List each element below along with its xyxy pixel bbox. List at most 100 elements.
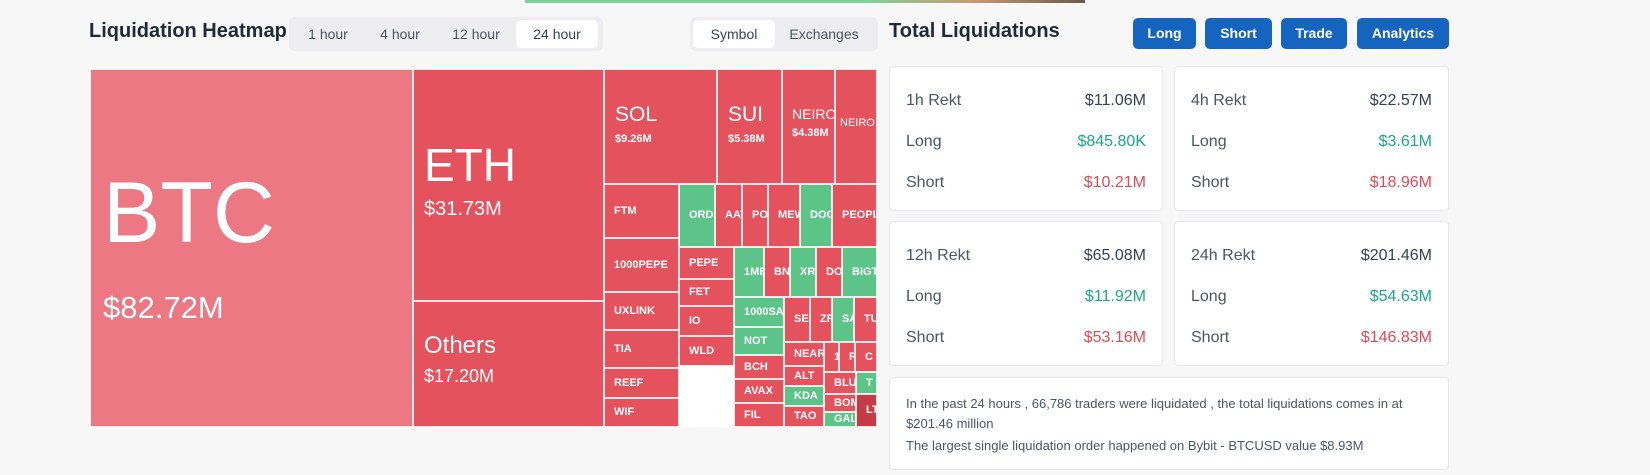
- card-title: 4h Rekt: [1191, 92, 1247, 109]
- heatmap-tile-sui[interactable]: SUI $5.38M: [717, 69, 782, 184]
- heatmap-tile-not[interactable]: NOT: [734, 327, 784, 355]
- heatmap-tile-ltc[interactable]: LTC: [856, 394, 877, 427]
- heatmap-tile-btc[interactable]: BTC $82.72M: [90, 69, 413, 427]
- short-value: $146.83M: [1360, 329, 1432, 346]
- heatmap-tile-people[interactable]: PEOPLE: [832, 184, 877, 247]
- short-value: $10.21M: [1083, 174, 1146, 191]
- tile-symbol: LTC: [866, 404, 876, 416]
- heatmap-tile-sand[interactable]: SAND: [832, 297, 854, 342]
- tile-symbol: 1000PEPE: [614, 258, 668, 271]
- heatmap-tile-dot[interactable]: DOT: [816, 247, 842, 297]
- heatmap-tile-1[interactable]: 1: [824, 342, 839, 372]
- short-button[interactable]: Short: [1205, 18, 1272, 49]
- heatmap-tile-alt[interactable]: ALT: [784, 366, 824, 386]
- heatmap-tile-fet[interactable]: FET: [679, 279, 734, 306]
- tile-symbol: AVAX: [744, 384, 773, 397]
- rekt-card-12h: 12h Rekt $65.08M Long $11.92M Short $53.16M: [889, 221, 1163, 366]
- heatmap-tile-aave[interactable]: AAVE: [715, 184, 742, 247]
- heatmap-tile-kda[interactable]: KDA: [784, 386, 824, 406]
- heatmap-tile-xrp[interactable]: XRP: [790, 247, 816, 297]
- total-liquidations-title: Total Liquidations: [889, 20, 1060, 42]
- heatmap-tile-mew[interactable]: MEW: [768, 184, 800, 247]
- tab-symbol[interactable]: Symbol: [693, 20, 775, 48]
- tile-symbol: UXLINK: [614, 304, 655, 317]
- heatmap-tile-near[interactable]: NEAR: [784, 342, 824, 366]
- rekt-card-24h: 24h Rekt $201.46M Long $54.63M Short $146.8…: [1174, 221, 1449, 366]
- heatmap-tile-r[interactable]: R: [839, 342, 855, 372]
- heatmap-tile-t[interactable]: T: [856, 372, 877, 394]
- tile-value: $31.73M: [424, 198, 502, 220]
- tile-symbol: BNB: [774, 265, 790, 278]
- tab-exchanges[interactable]: Exchanges: [789, 26, 859, 42]
- heatmap-tile-wld[interactable]: WLD: [679, 336, 734, 366]
- tile-symbol: Others: [424, 332, 497, 359]
- tile-symbol: PEPE: [689, 256, 719, 269]
- tab-24-hour[interactable]: 24 hour: [516, 20, 598, 48]
- tile-symbol: TAO: [794, 410, 817, 422]
- heatmap-tile-neiro[interactable]: NEIRO $4.38M: [782, 69, 835, 184]
- heatmap-tile-avax[interactable]: AVAX: [734, 379, 784, 403]
- tile-value: $17.20M: [424, 366, 495, 386]
- heatmap-tile-io[interactable]: IO: [679, 306, 734, 336]
- heatmap-tile-1mbabydoge[interactable]: 1MBABYDOGE: [734, 247, 764, 297]
- tile-symbol: WIF: [614, 406, 635, 418]
- heatmap-tile-gala[interactable]: GALA: [824, 412, 856, 427]
- heatmap-tile-bigtime[interactable]: BIGTIME: [842, 247, 877, 297]
- heatmap-tile-reef[interactable]: REEF: [604, 368, 679, 398]
- heatmap-tile-bnb[interactable]: BNB: [764, 247, 790, 297]
- heatmap-tile-bch[interactable]: BCH: [734, 355, 784, 379]
- heatmap-tile-popcat[interactable]: POPCAT: [742, 184, 768, 247]
- heatmap-tile-sei[interactable]: SEI: [784, 297, 810, 342]
- heatmap-tile-uxlink[interactable]: UXLINK: [604, 292, 679, 330]
- short-value: $18.96M: [1369, 174, 1432, 191]
- tile-symbol: ETH: [424, 139, 516, 191]
- heatmap-tile-others[interactable]: Others $17.20M: [413, 301, 604, 427]
- card-total: $11.06M: [1084, 92, 1146, 109]
- heatmap-tile-sol[interactable]: SOL $9.26M: [604, 69, 717, 184]
- tab-12-hour[interactable]: 12 hour: [452, 26, 500, 42]
- tile-symbol: PEOPLE: [842, 209, 876, 221]
- card-total: $65.08M: [1083, 247, 1146, 264]
- heatmap-tile-tao[interactable]: TAO: [784, 406, 824, 427]
- long-label: Long: [1191, 288, 1227, 305]
- tile-symbol: NEAR: [794, 347, 824, 360]
- heatmap-tile-bome[interactable]: BOME: [824, 394, 856, 412]
- heatmap-tile-wif[interactable]: WIF: [604, 398, 679, 427]
- heatmap-tile-ordi[interactable]: ORDI: [679, 184, 715, 247]
- card-title: 1h Rekt: [906, 92, 962, 109]
- heatmap-tile-doge[interactable]: DOGE: [800, 184, 832, 247]
- tile-symbol: DOGE: [810, 209, 831, 221]
- tab-1-hour[interactable]: 1 hour: [308, 26, 348, 42]
- trade-button[interactable]: Trade: [1281, 18, 1347, 49]
- tile-symbol: R: [849, 351, 854, 363]
- top-accent-bar: [525, 0, 1085, 3]
- long-value: $3.61M: [1378, 133, 1432, 150]
- heatmap-tile-turbo[interactable]: TURBO: [854, 297, 877, 342]
- heatmap-tile-zro[interactable]: ZRO: [810, 297, 832, 342]
- heatmap-tile-eth[interactable]: ETH $31.73M: [413, 69, 604, 301]
- tile-symbol: FET: [689, 286, 710, 298]
- rekt-card-4h: 4h Rekt $22.57M Long $3.61M Short $18.96M: [1174, 66, 1449, 211]
- tile-symbol: AAVE: [725, 209, 741, 221]
- heatmap-tile-blur[interactable]: BLUR: [824, 372, 856, 394]
- analytics-button[interactable]: Analytics: [1357, 18, 1449, 49]
- heatmap-tile-fil[interactable]: FIL: [734, 403, 784, 427]
- tile-symbol: 1MBABYDOGE: [744, 265, 763, 278]
- tile-symbol: XRP: [800, 265, 816, 278]
- heatmap-tile-1000sats[interactable]: 1000SATS: [734, 297, 784, 327]
- heatmap-tile-pepe[interactable]: PEPE: [679, 247, 734, 279]
- heatmap-tile-neiro[interactable]: NEIRO: [835, 69, 877, 184]
- tile-symbol: GALA: [834, 413, 855, 425]
- heatmap-tile-c[interactable]: C: [855, 342, 877, 372]
- tab-4-hour[interactable]: 4 hour: [380, 26, 420, 42]
- tile-symbol: SAND: [842, 313, 853, 325]
- liquidation-summary: In the past 24 hours , 66,786 traders we…: [889, 377, 1449, 470]
- heatmap-tile-1000pepe[interactable]: 1000PEPE: [604, 238, 679, 292]
- tile-symbol: POPCAT: [752, 209, 768, 221]
- tile-value: $9.26M: [615, 133, 652, 145]
- long-button[interactable]: Long: [1133, 18, 1196, 49]
- tile-symbol: ALT: [794, 369, 815, 382]
- heatmap-tile-tia[interactable]: TIA: [604, 330, 679, 368]
- heatmap-tile-ftm[interactable]: FTM: [604, 184, 679, 238]
- tile-symbol: BCH: [744, 360, 768, 373]
